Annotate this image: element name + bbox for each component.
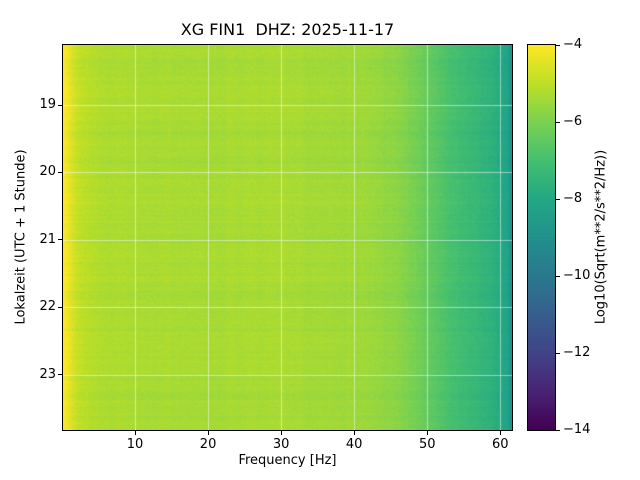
x-tick-label: 10: [126, 437, 144, 452]
x-tick-label: 50: [418, 437, 436, 452]
y-tick-mark: [58, 239, 62, 241]
colorbar-tick-label: −8: [563, 191, 583, 206]
colorbar-tick-label: −6: [563, 114, 583, 129]
y-tick-mark: [58, 306, 62, 308]
y-tick-mark: [58, 171, 62, 173]
colorbar-tick-label: −10: [563, 268, 591, 283]
colorbar-label: Log10(Sqrt(m**2/s**2/Hz)): [593, 149, 609, 325]
x-tick-label: 30: [272, 437, 290, 452]
x-tick-mark: [499, 431, 501, 435]
y-tick-label: 20: [39, 164, 56, 180]
x-tick-mark: [207, 431, 209, 435]
y-tick-label: 19: [39, 97, 56, 112]
colorbar-tick-mark: [556, 352, 560, 354]
y-tick-label: 21: [39, 231, 56, 247]
x-tick-mark: [134, 431, 136, 435]
colorbar-gradient: [528, 45, 555, 430]
colorbar-tick-mark: [556, 429, 560, 431]
colorbar-tick-label: −12: [563, 345, 591, 360]
x-tick-label: 20: [199, 437, 217, 452]
x-tick-label: 60: [492, 437, 509, 452]
x-axis-label: Frequency [Hz]: [238, 453, 337, 468]
colorbar-tick-mark: [556, 44, 560, 46]
x-tick-mark: [280, 431, 282, 435]
x-tick-mark: [426, 431, 428, 435]
spectrogram-heatmap: [63, 45, 512, 430]
y-tick-label: 23: [39, 366, 56, 382]
colorbar-tick-label: −4: [563, 37, 583, 52]
y-tick-mark: [58, 374, 62, 376]
y-tick-label: 22: [39, 299, 56, 315]
colorbar-tick-mark: [556, 275, 560, 277]
x-tick-label: 40: [345, 437, 363, 452]
colorbar-tick-mark: [556, 198, 560, 200]
colorbar-tick-label: −14: [563, 422, 591, 437]
chart-title: XG FIN1 DHZ: 2025-11-17: [180, 20, 395, 39]
y-tick-mark: [58, 104, 62, 106]
x-tick-mark: [353, 431, 355, 435]
colorbar-tick-mark: [556, 121, 560, 123]
